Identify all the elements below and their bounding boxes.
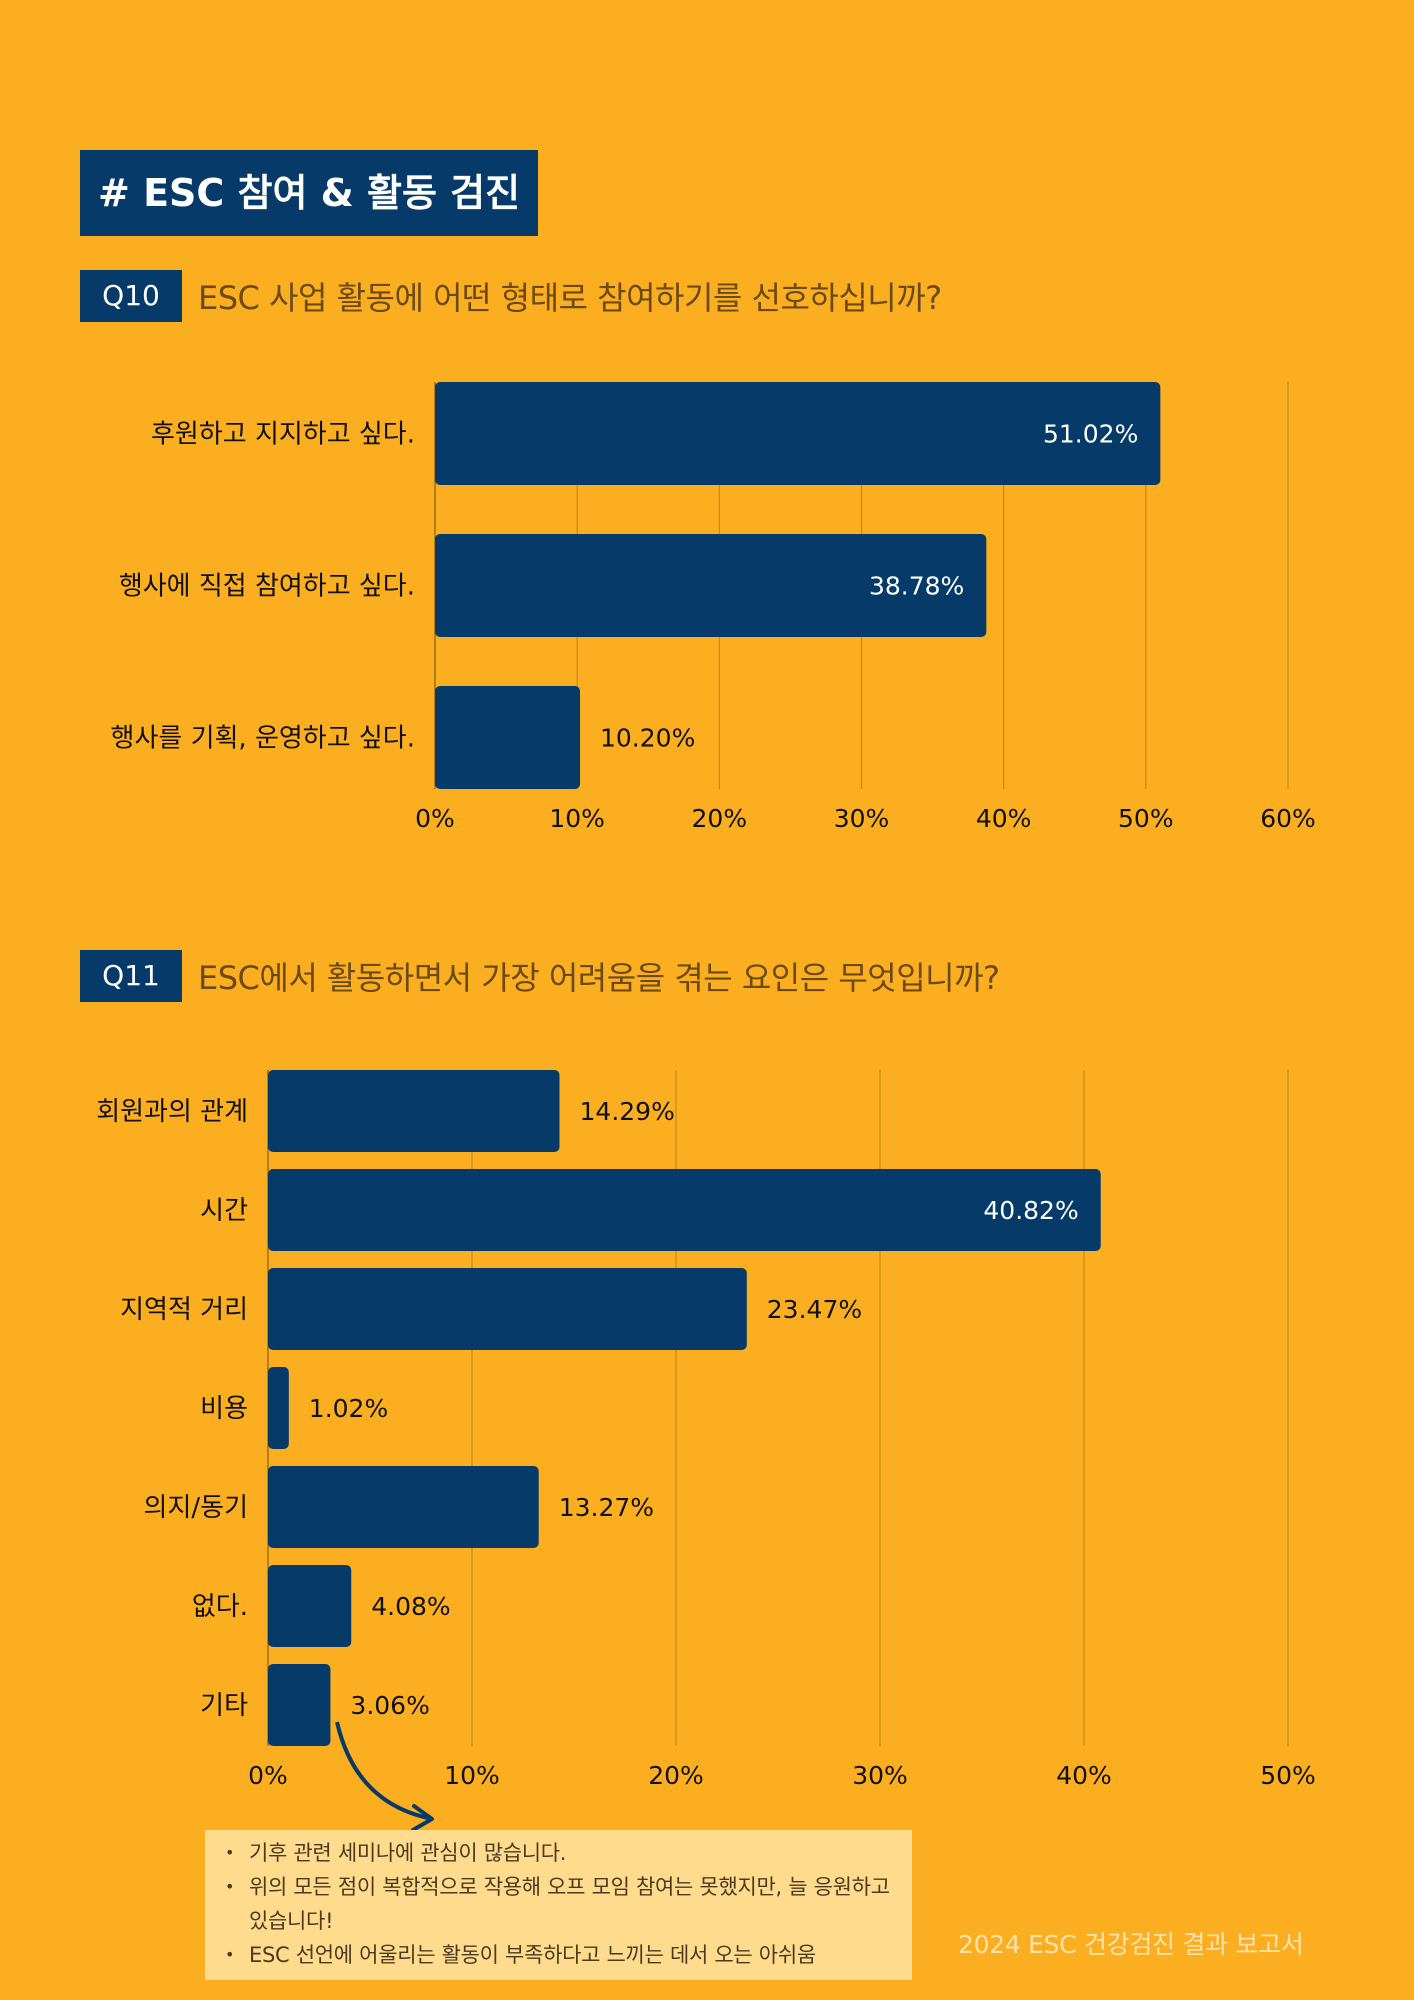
x-tick-label: 20% (648, 1761, 704, 1790)
data-label: 14.29% (580, 1097, 675, 1126)
bar (268, 1169, 1101, 1251)
category-label: 회원과의 관계 (96, 1097, 248, 1127)
x-tick-label: 30% (852, 1761, 908, 1790)
bar (268, 1268, 747, 1350)
bar (435, 382, 1161, 485)
data-label: 10.20% (600, 724, 695, 753)
bar (268, 1565, 352, 1647)
category-label: 없다. (192, 1592, 248, 1622)
data-label: 40.82% (983, 1196, 1078, 1225)
other-responses-list: 기후 관련 세미나에 관심이 많습니다. 위의 모든 점이 복합적으로 작용해 … (205, 1830, 912, 1972)
bar (268, 1466, 539, 1548)
section-title: # ESC 참여 & 활동 검진 (80, 150, 539, 236)
x-tick-label: 60% (1260, 804, 1316, 833)
x-tick-label: 30% (834, 804, 890, 833)
category-label: 시간 (200, 1196, 248, 1226)
data-label: 51.02% (1043, 420, 1138, 449)
q10-bar-chart: 0% 10% 20% 30% 40% 50% 60% 후원하고 지지하고 싶다. 51.02% 행… (111, 382, 1316, 833)
data-label: 1.02% (309, 1394, 388, 1423)
bar (268, 1367, 289, 1449)
other-responses-box: 기후 관련 세미나에 관심이 많습니다. 위의 모든 점이 복합적으로 작용해 … (205, 1830, 912, 1980)
category-label: 행사를 기획, 운영하고 싶다. (111, 724, 415, 754)
q11-header: Q11 ESC에서 활동하면서 가장 어려움을 겪는 요인은 무엇입니까? (80, 950, 1000, 1002)
x-tick-label: 40% (976, 804, 1032, 833)
other-response-item: 위의 모든 점이 복합적으로 작용해 오프 모임 참여는 못했지만, 늘 응원하… (225, 1870, 912, 1938)
category-label: 기타 (200, 1691, 248, 1721)
callout-arrow-head (411, 1804, 434, 1832)
data-label: 23.47% (767, 1295, 862, 1324)
report-footer: 2024 ESC 건강검진 결과 보고서 (958, 1930, 1304, 1959)
x-tick-label: 50% (1118, 804, 1174, 833)
x-tick-label: 0% (415, 804, 455, 833)
x-tick-label: 20% (692, 804, 748, 833)
q11-question: ESC에서 활동하면서 가장 어려움을 겪는 요인은 무엇입니까? (198, 959, 1000, 997)
data-label: 4.08% (371, 1592, 450, 1621)
q10-question: ESC 사업 활동에 어떤 형태로 참여하기를 선호하십니까? (198, 279, 942, 317)
x-tick-label: 10% (549, 804, 605, 833)
x-tick-label: 40% (1056, 1761, 1112, 1790)
bar (435, 686, 581, 789)
category-label: 행사에 직접 참여하고 싶다. (119, 572, 415, 602)
callout-arrow-line (335, 1721, 429, 1820)
bar (268, 1070, 560, 1152)
x-tick-label: 10% (444, 1761, 500, 1790)
x-tick-label: 50% (1260, 1761, 1316, 1790)
q11-badge: Q11 (80, 950, 182, 1002)
data-label: 13.27% (559, 1493, 654, 1522)
other-response-item: ESC 선언에 어울리는 활동이 부족하다고 느끼는 데서 오는 아쉬움 (225, 1938, 912, 1972)
category-label: 의지/동기 (144, 1493, 248, 1523)
bar (268, 1664, 331, 1746)
category-label: 후원하고 지지하고 싶다. (151, 420, 415, 450)
data-label: 38.78% (869, 572, 964, 601)
q10-header: Q10 ESC 사업 활동에 어떤 형태로 참여하기를 선호하십니까? (80, 270, 942, 322)
q10-badge: Q10 (80, 270, 182, 322)
callout-arrow (335, 1721, 434, 1832)
data-label: 3.06% (350, 1691, 429, 1720)
category-label: 지역적 거리 (120, 1295, 248, 1325)
x-tick-label: 0% (248, 1761, 288, 1790)
other-response-item: 기후 관련 세미나에 관심이 많습니다. (225, 1836, 912, 1870)
bar (435, 534, 987, 637)
q11-bar-chart: 0% 10% 20% 30% 40% 50% 회원과의 관계 14.29% 시간 40.82% 지역… (96, 1070, 1316, 1790)
category-label: 비용 (200, 1394, 248, 1424)
